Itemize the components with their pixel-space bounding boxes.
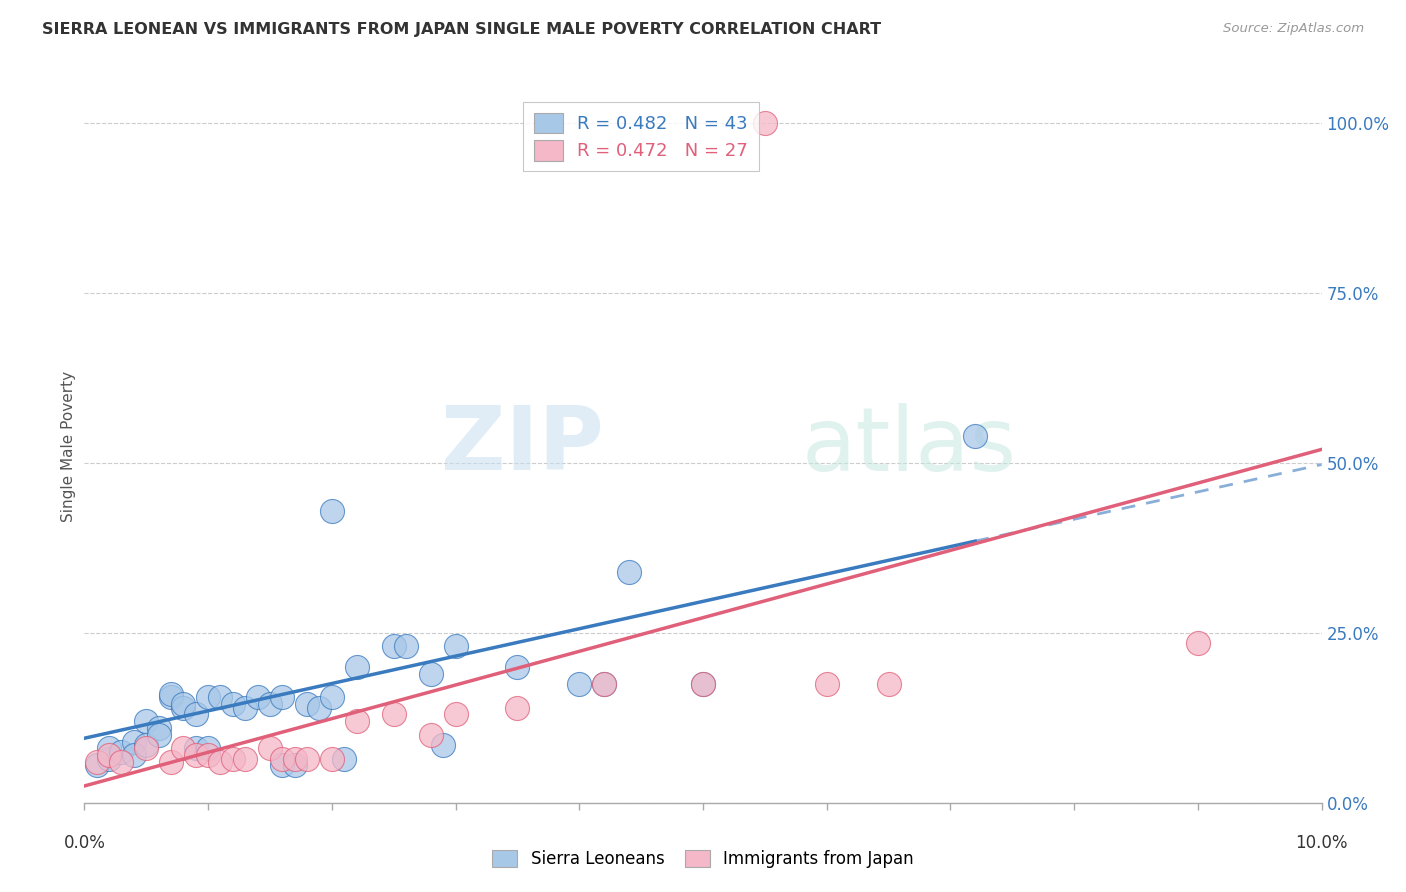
Point: [965, 429, 987, 443]
Point: [135, 741, 157, 756]
Point: [86, 758, 108, 772]
Point: [259, 698, 281, 712]
Point: [382, 640, 405, 654]
Point: [506, 700, 529, 714]
Point: [135, 738, 157, 752]
Point: [346, 714, 368, 729]
Point: [160, 687, 183, 701]
Point: [184, 707, 207, 722]
Point: [308, 700, 330, 714]
Point: [184, 741, 207, 756]
Point: [209, 755, 232, 769]
Point: [184, 748, 207, 763]
Point: [172, 700, 194, 714]
Point: [692, 677, 714, 691]
Point: [148, 721, 170, 735]
Point: [172, 741, 194, 756]
Point: [271, 690, 294, 705]
Point: [1187, 636, 1209, 650]
Point: [284, 751, 307, 765]
Point: [568, 677, 591, 691]
Point: [98, 748, 121, 763]
Point: [160, 690, 183, 705]
Point: [122, 734, 145, 748]
Point: [110, 745, 132, 759]
Point: [815, 677, 838, 691]
Point: [382, 707, 405, 722]
Point: [419, 666, 441, 681]
Point: [259, 741, 281, 756]
Point: [395, 640, 418, 654]
Text: 10.0%: 10.0%: [1295, 834, 1348, 852]
Point: [321, 503, 343, 517]
Point: [692, 677, 714, 691]
Text: atlas: atlas: [801, 402, 1017, 490]
Point: [246, 690, 269, 705]
Point: [172, 698, 194, 712]
Point: [444, 640, 467, 654]
Point: [197, 741, 219, 756]
Text: Source: ZipAtlas.com: Source: ZipAtlas.com: [1223, 22, 1364, 36]
Point: [197, 690, 219, 705]
Legend: Sierra Leoneans, Immigrants from Japan: Sierra Leoneans, Immigrants from Japan: [484, 842, 922, 877]
Point: [271, 751, 294, 765]
Point: [222, 698, 245, 712]
Y-axis label: Single Male Poverty: Single Male Poverty: [60, 370, 76, 522]
Point: [333, 751, 356, 765]
Point: [135, 714, 157, 729]
Point: [321, 690, 343, 705]
Text: SIERRA LEONEAN VS IMMIGRANTS FROM JAPAN SINGLE MALE POVERTY CORRELATION CHART: SIERRA LEONEAN VS IMMIGRANTS FROM JAPAN …: [42, 22, 882, 37]
Point: [432, 738, 454, 752]
Point: [506, 660, 529, 674]
Point: [222, 751, 245, 765]
Point: [444, 707, 467, 722]
Point: [419, 728, 441, 742]
Point: [271, 758, 294, 772]
Point: [122, 748, 145, 763]
Point: [148, 728, 170, 742]
Point: [617, 565, 640, 579]
Point: [295, 751, 318, 765]
Point: [593, 677, 616, 691]
Legend: R = 0.482   N = 43, R = 0.472   N = 27: R = 0.482 N = 43, R = 0.472 N = 27: [523, 102, 759, 171]
Point: [321, 751, 343, 765]
Point: [233, 700, 256, 714]
Point: [877, 677, 900, 691]
Point: [346, 660, 368, 674]
Point: [593, 677, 616, 691]
Point: [98, 751, 121, 765]
Point: [233, 751, 256, 765]
Point: [284, 758, 307, 772]
Text: ZIP: ZIP: [441, 402, 605, 490]
Point: [754, 116, 776, 130]
Point: [160, 755, 183, 769]
Point: [197, 748, 219, 763]
Point: [86, 755, 108, 769]
Point: [98, 741, 121, 756]
Point: [110, 755, 132, 769]
Point: [209, 690, 232, 705]
Point: [295, 698, 318, 712]
Text: 0.0%: 0.0%: [63, 834, 105, 852]
